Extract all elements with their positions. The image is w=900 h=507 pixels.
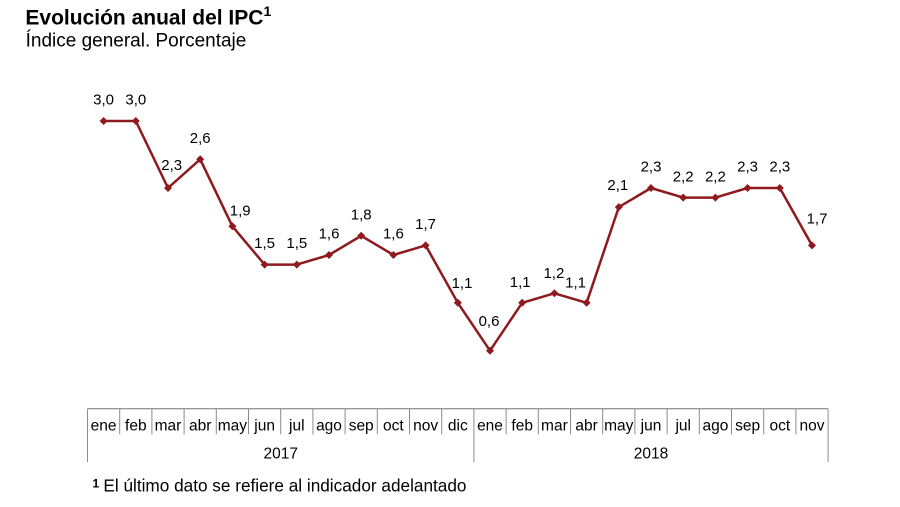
svg-text:2,3: 2,3 (161, 157, 182, 174)
svg-text:1,1: 1,1 (452, 275, 473, 292)
svg-text:1,9: 1,9 (230, 203, 251, 220)
svg-text:2,3: 2,3 (737, 159, 758, 176)
svg-text:jul: jul (288, 418, 305, 435)
svg-text:ene: ene (477, 418, 503, 435)
svg-text:2,1: 2,1 (607, 177, 628, 194)
svg-text:1,7: 1,7 (415, 216, 436, 233)
svg-text:may: may (604, 418, 634, 435)
svg-text:jul: jul (674, 418, 691, 435)
svg-text:jun: jun (640, 418, 662, 435)
svg-text:abr: abr (189, 418, 211, 435)
svg-text:1,1: 1,1 (510, 274, 531, 291)
svg-text:1,6: 1,6 (319, 226, 340, 243)
svg-text:ago: ago (316, 418, 342, 435)
svg-text:dic: dic (448, 418, 468, 435)
svg-text:sep: sep (735, 418, 760, 435)
svg-text:mar: mar (541, 418, 568, 435)
svg-text:oct: oct (383, 418, 404, 435)
svg-text:feb: feb (125, 418, 147, 435)
svg-text:ago: ago (702, 418, 728, 435)
svg-text:Índice general. Porcentaje: Índice general. Porcentaje (26, 31, 247, 52)
svg-text:1,5: 1,5 (286, 235, 307, 252)
svg-text:2018: 2018 (634, 446, 668, 463)
svg-text:nov: nov (800, 418, 825, 435)
svg-text:3,0: 3,0 (93, 92, 114, 109)
svg-text:sep: sep (349, 418, 374, 435)
svg-text:2,3: 2,3 (641, 159, 662, 176)
svg-text:El último dato se refiere al i: El último dato se refiere al indicador a… (103, 476, 466, 496)
svg-text:2,6: 2,6 (190, 130, 211, 147)
svg-text:1,7: 1,7 (807, 211, 828, 228)
svg-text:2017: 2017 (263, 446, 297, 463)
svg-text:nov: nov (413, 418, 438, 435)
svg-text:1,6: 1,6 (383, 226, 404, 243)
svg-text:1: 1 (93, 477, 100, 491)
svg-text:abr: abr (575, 418, 597, 435)
svg-text:1,1: 1,1 (565, 275, 586, 292)
svg-text:2,2: 2,2 (673, 168, 694, 185)
svg-text:feb: feb (511, 418, 533, 435)
svg-text:Evolución anual del IPC1: Evolución anual del IPC1 (25, 3, 271, 29)
svg-text:0,6: 0,6 (479, 313, 500, 330)
svg-text:1,8: 1,8 (351, 207, 372, 224)
svg-text:jun: jun (253, 418, 275, 435)
svg-text:2,2: 2,2 (705, 168, 726, 185)
svg-text:ene: ene (91, 418, 117, 435)
svg-text:1,2: 1,2 (543, 265, 564, 282)
svg-text:mar: mar (155, 418, 182, 435)
svg-text:3,0: 3,0 (125, 92, 146, 109)
svg-text:2,3: 2,3 (769, 159, 790, 176)
svg-text:oct: oct (769, 418, 790, 435)
svg-text:may: may (218, 418, 248, 435)
svg-text:1,5: 1,5 (254, 235, 275, 252)
